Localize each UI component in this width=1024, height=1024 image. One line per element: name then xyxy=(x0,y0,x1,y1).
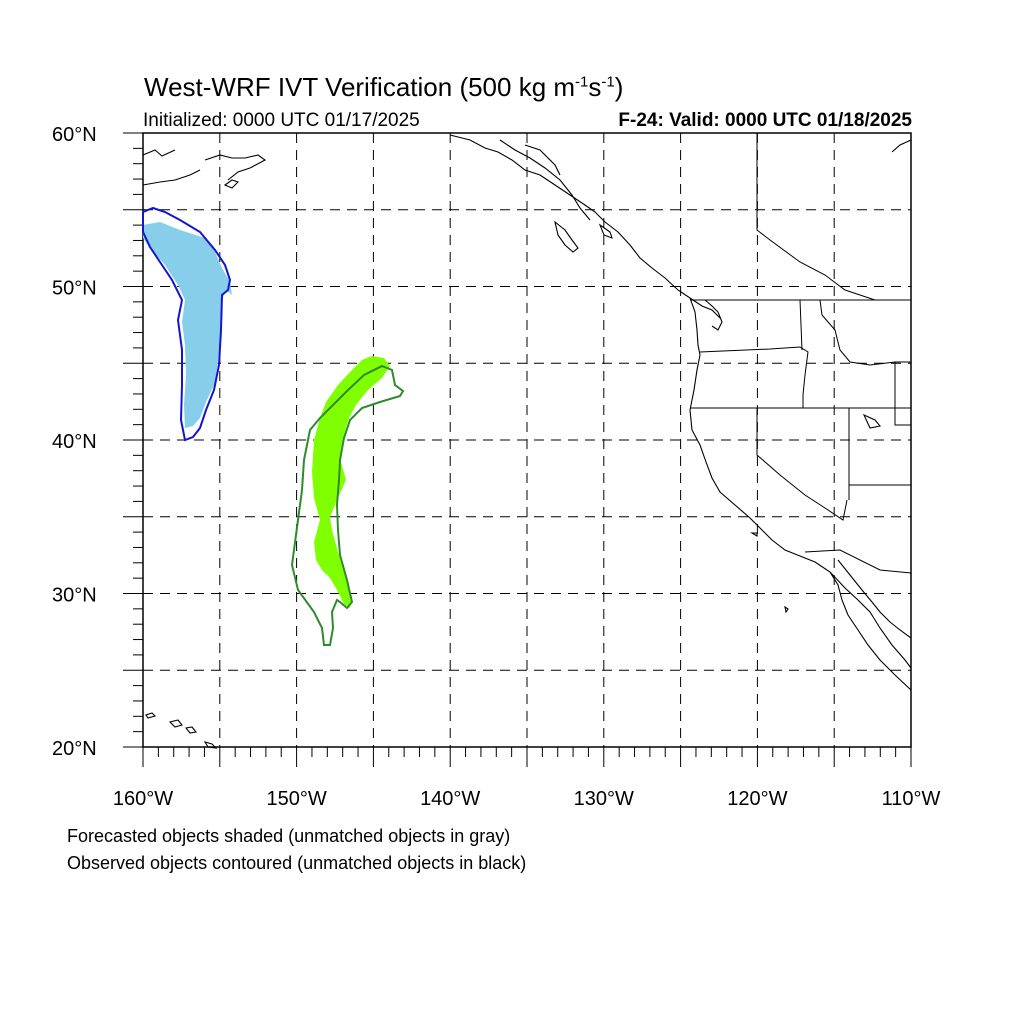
footnote-observed: Observed objects contoured (unmatched ob… xyxy=(67,853,527,873)
coastlines xyxy=(142,134,912,749)
latitude-label: 60°N xyxy=(52,124,97,146)
forecast-object-2 xyxy=(312,356,390,608)
longitude-label: 140°W xyxy=(420,788,480,810)
latitude-label: 40°N xyxy=(52,431,97,453)
map-gridlines xyxy=(143,133,911,747)
longitude-labels: 160°W 150°W 140°W 130°W 120°W 110°W xyxy=(113,788,941,810)
longitude-label: 110°W xyxy=(882,788,941,810)
map-ticks xyxy=(123,132,912,767)
initialized-time: Initialized: 0000 UTC 01/17/2025 xyxy=(143,110,420,131)
latitude-label: 50°N xyxy=(52,278,97,300)
longitude-label: 120°W xyxy=(727,788,787,810)
longitude-label: 130°W xyxy=(574,788,634,810)
observed-object-2 xyxy=(290,364,405,646)
observed-object-1 xyxy=(142,206,232,442)
longitude-label: 160°W xyxy=(113,788,173,810)
latitude-labels: 20°N 30°N 40°N 50°N 60°N xyxy=(52,124,97,760)
footnote-forecast: Forecasted objects shaded (unmatched obj… xyxy=(67,826,511,846)
latitude-label: 20°N xyxy=(52,738,97,760)
forecast-object-1 xyxy=(143,222,232,428)
chart-title: West-WRF IVT Verification (500 kg m-1s-1… xyxy=(144,72,624,102)
latitude-label: 30°N xyxy=(52,585,97,607)
valid-time: F-24: Valid: 0000 UTC 01/18/2025 xyxy=(618,110,912,131)
longitude-label: 150°W xyxy=(266,788,326,810)
political-borders xyxy=(690,133,912,574)
